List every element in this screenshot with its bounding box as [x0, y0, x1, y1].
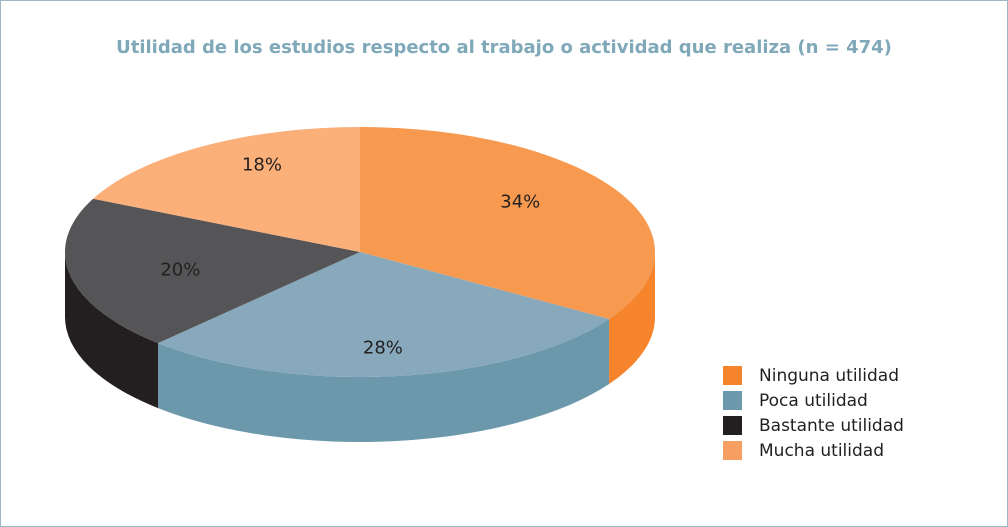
legend-label: Poca utilidad [759, 391, 868, 411]
pie-side [65, 252, 159, 409]
pie-slice [65, 198, 361, 344]
legend-label: Bastante utilidad [759, 416, 904, 436]
legend-label: Mucha utilidad [759, 441, 884, 461]
pie-side [609, 252, 655, 384]
data-label: 28% [363, 338, 403, 359]
legend-label: Ninguna utilidad [759, 366, 899, 386]
chart-title: Utilidad de los estudios respecto al tra… [116, 37, 892, 58]
legend-swatch [723, 416, 742, 435]
legend-swatch [723, 391, 742, 410]
pie-slice [93, 127, 360, 252]
pie-side [158, 318, 610, 442]
legend-swatch [723, 441, 742, 460]
data-label: 20% [160, 259, 200, 280]
pie-slice [158, 252, 610, 377]
data-label: 34% [500, 192, 540, 213]
data-label: 18% [242, 154, 282, 175]
legend-swatch [723, 366, 742, 385]
pie-slice [360, 127, 655, 319]
